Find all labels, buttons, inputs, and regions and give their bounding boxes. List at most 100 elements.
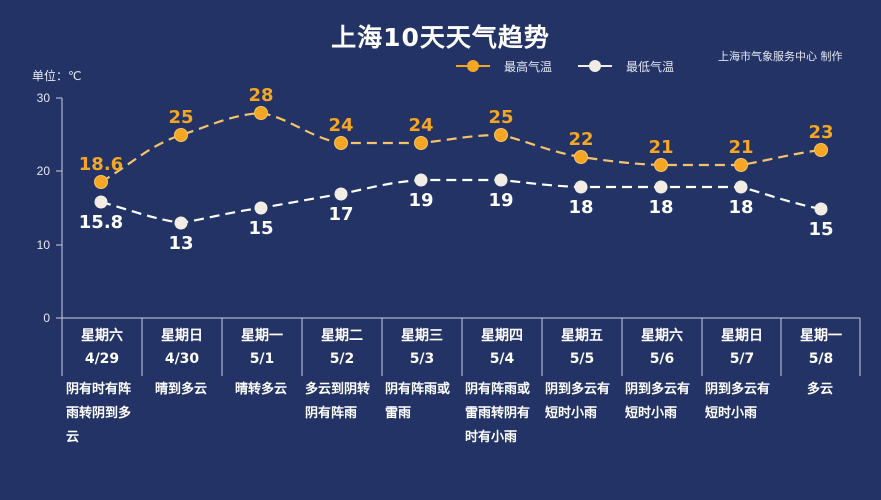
weekday-label: 星期二 <box>321 328 363 344</box>
low-point <box>414 173 428 187</box>
weekday-label: 星期一 <box>241 328 283 344</box>
weather-desc-day-5: 阴有阵雨或 雷雨 <box>385 382 451 421</box>
weekday-label: 星期日 <box>161 328 203 344</box>
low-temp-line <box>100 178 822 225</box>
low-point <box>814 202 828 216</box>
chart-title: 上海10天天气趋势 <box>331 23 550 52</box>
low-point <box>94 195 108 209</box>
high-value-label: 18.6 <box>79 154 123 175</box>
weather-desc-day-1: 阴有时有阵 雨转阴到多 云 <box>66 382 132 445</box>
legend-label-low: 最低气温 <box>626 59 675 74</box>
high-point <box>174 128 188 142</box>
category-grid <box>61 317 861 376</box>
high-line-marker-icon <box>456 59 490 73</box>
category-cell-day-2: 星期日 4/30 <box>142 318 222 376</box>
date-label: 4/29 <box>84 351 120 367</box>
high-temp-line <box>100 111 822 183</box>
weather-desc-day-7: 阴到多云有 短时小雨 <box>545 382 611 421</box>
high-point <box>734 158 748 172</box>
low-value-label: 17 <box>328 204 353 225</box>
low-value-label: 15 <box>248 218 273 239</box>
date-label: 5/3 <box>409 351 435 367</box>
low-point <box>734 180 748 194</box>
date-label: 5/6 <box>649 351 675 367</box>
category-cell-day-1: 星期六 4/29 <box>62 318 142 376</box>
weather-desc-day-6: 阴有阵雨或 雷雨转阴有 时有小雨 <box>465 382 531 445</box>
date-label: 5/5 <box>569 351 595 367</box>
low-value-label: 13 <box>168 233 193 254</box>
low-line-marker-icon <box>578 59 612 73</box>
category-cell-day-4: 星期二 5/2 <box>302 318 382 376</box>
weekday-label: 星期六 <box>641 328 683 344</box>
category-cell-day-7: 星期五 5/5 <box>542 318 622 376</box>
high-value-label: 22 <box>568 129 593 150</box>
date-label: 5/4 <box>489 351 515 367</box>
weekday-label: 星期五 <box>561 328 603 344</box>
low-value-label: 19 <box>488 190 513 211</box>
high-point <box>254 106 268 120</box>
y-tick-30: 30 <box>37 91 51 105</box>
category-cell-day-3: 星期一 5/1 <box>222 318 302 376</box>
weather-desc-day-8: 阴到多云有 短时小雨 <box>625 382 691 421</box>
weekday-label: 星期日 <box>721 328 763 344</box>
low-point <box>494 173 508 187</box>
weekday-label: 星期六 <box>81 328 123 344</box>
low-point <box>174 216 188 230</box>
low-point <box>334 187 348 201</box>
date-label: 5/7 <box>729 351 755 367</box>
high-point <box>494 128 508 142</box>
low-value-label: 15 <box>808 219 833 240</box>
weather-desc-day-3: 晴转多云 <box>235 382 288 397</box>
low-temp-labels: 15.8 13 15 17 19 19 18 18 18 15 <box>79 190 834 254</box>
legend-label-high: 最高气温 <box>504 59 553 74</box>
high-value-label: 23 <box>808 122 833 143</box>
category-cell-day-5: 星期三 5/3 <box>382 318 462 376</box>
high-value-label: 28 <box>248 85 273 106</box>
category-cell-day-10: 星期一 5/8 <box>781 318 861 376</box>
low-value-label: 15.8 <box>79 212 123 233</box>
high-value-label: 24 <box>408 115 433 136</box>
unit-label: 单位：℃ <box>32 69 82 83</box>
high-value-label: 21 <box>728 137 753 158</box>
y-axis <box>56 97 63 319</box>
category-cell-day-6: 星期四 5/4 <box>462 318 542 376</box>
high-point <box>574 150 588 164</box>
low-value-label: 19 <box>408 190 433 211</box>
y-tick-0: 0 <box>43 311 50 325</box>
high-value-label: 25 <box>168 107 193 128</box>
weekday-label: 星期四 <box>481 328 523 344</box>
date-label: 4/30 <box>164 351 200 367</box>
date-label: 5/8 <box>808 351 834 367</box>
weekday-label: 星期一 <box>800 328 842 344</box>
high-point <box>814 143 828 157</box>
low-value-label: 18 <box>648 197 673 218</box>
low-point <box>254 201 268 215</box>
legend-item-high[interactable]: 最高气温 <box>456 57 552 75</box>
high-value-label: 24 <box>328 115 353 136</box>
y-axis-ticks: 30 20 10 0 <box>37 91 51 325</box>
weather-desc-day-10: 多云 <box>807 382 834 397</box>
low-point <box>654 180 668 194</box>
high-value-label: 21 <box>648 137 673 158</box>
date-label: 5/1 <box>249 351 275 367</box>
legend-item-low[interactable]: 最低气温 <box>578 57 674 75</box>
high-point <box>334 136 348 150</box>
category-cell-day-9: 星期日 5/7 <box>702 318 782 376</box>
low-value-label: 18 <box>728 197 753 218</box>
y-tick-20: 20 <box>37 164 51 178</box>
date-label: 5/2 <box>329 351 355 367</box>
weekday-label: 星期三 <box>401 328 443 344</box>
category-cell-day-8: 星期六 5/6 <box>622 318 702 376</box>
weather-desc-day-4: 多云到阴转 阴有阵雨 <box>305 382 371 421</box>
high-temp-points <box>94 106 828 189</box>
low-value-label: 18 <box>568 197 593 218</box>
high-point <box>414 136 428 150</box>
low-point <box>574 180 588 194</box>
weather-desc-day-2: 晴到多云 <box>155 382 208 397</box>
high-point <box>94 175 108 189</box>
high-value-label: 25 <box>488 107 513 128</box>
low-temp-points <box>94 173 828 230</box>
y-tick-10: 10 <box>37 238 51 252</box>
credit-label: 上海市气象服务中心 制作 <box>718 50 843 63</box>
